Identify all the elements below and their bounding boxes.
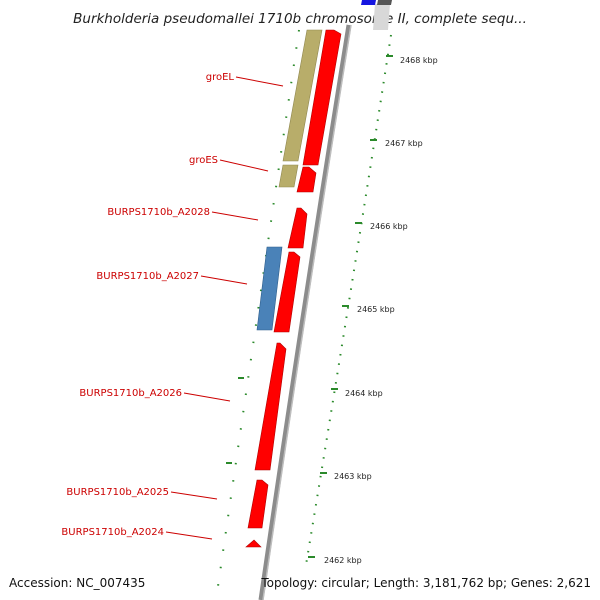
leader-burps1710b-a2024: [165, 531, 213, 540]
kbp-label: 2463 kbp: [334, 472, 372, 481]
gene-label-burps1710b-a2027: BURPS1710b_A2027: [96, 271, 199, 282]
top-marker-dark: [377, 0, 392, 5]
gene-labels: groEL groES BURPS1710b_A2028 BURPS1710b_…: [61, 72, 234, 538]
cds-burps1710b-a2028: [287, 207, 308, 249]
gene-label-burps1710b-a2028: BURPS1710b_A2028: [107, 207, 210, 218]
backbone-line: [258, 24, 352, 600]
cds-groes: [296, 166, 317, 193]
cds-burps1710b-a2024: [245, 539, 262, 548]
gene-leader-lines: [165, 76, 284, 540]
kbp-label: 2466 kbp: [370, 222, 408, 231]
leader-burps1710b-a2025: [170, 491, 218, 500]
kbp-label: 2468 kbp: [400, 56, 438, 65]
topology-text: Topology: circular; Length: 3,181,762 bp…: [260, 576, 591, 590]
rrna-feature-khaki: [282, 29, 323, 162]
cds-groel: [302, 29, 342, 166]
leader-groel: [235, 76, 284, 87]
kbp-label: 2462 kbp: [324, 556, 362, 565]
kbp-label: 2467 kbp: [385, 139, 423, 148]
gene-label-groel: groEL: [206, 72, 235, 83]
top-markers: [361, 0, 392, 30]
kbp-label: 2464 kbp: [345, 389, 383, 398]
cds-burps1710b-a2025: [247, 479, 269, 529]
leader-burps1710b-a2026: [183, 392, 231, 402]
cds-burps1710b-a2026: [254, 342, 287, 471]
map-title: Burkholderia pseudomallei 1710b chromoso…: [73, 11, 527, 27]
gene-label-burps1710b-a2025: BURPS1710b_A2025: [66, 487, 169, 498]
rrna-feature-blue: [256, 246, 283, 331]
gene-label-groes: groES: [189, 155, 218, 166]
cds-burps1710b-a2027: [273, 251, 301, 333]
gene-label-burps1710b-a2024: BURPS1710b_A2024: [61, 527, 164, 538]
gene-label-burps1710b-a2026: BURPS1710b_A2026: [79, 388, 182, 399]
backbone-line-highlight: [262, 24, 352, 600]
accession-text: Accession: NC_007435: [9, 576, 145, 590]
top-marker-blue: [361, 0, 376, 5]
major-ticks: [308, 55, 393, 558]
rrna-feature-khaki-small: [278, 164, 299, 188]
kbp-label: 2465 kbp: [357, 305, 395, 314]
inner-ring-dashes: [226, 377, 244, 464]
leader-burps1710b-a2027: [200, 275, 248, 285]
leader-groes: [219, 159, 269, 172]
feature-ring: [256, 29, 323, 331]
cds-ring: [245, 29, 342, 548]
kbp-labels: 2468 kbp 2467 kbp 2466 kbp 2465 kbp 2464…: [324, 56, 438, 565]
leader-burps1710b-a2028: [211, 211, 259, 221]
top-marker-grey: [373, 4, 390, 30]
